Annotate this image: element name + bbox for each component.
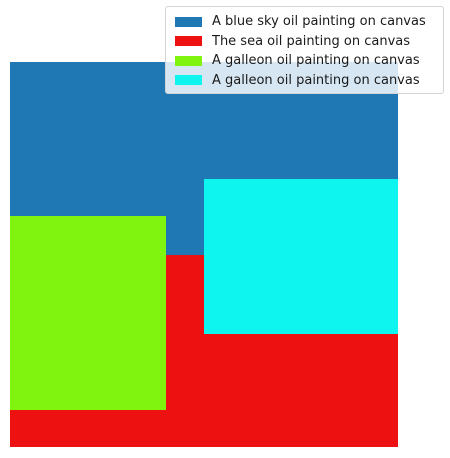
legend-item-sky: A blue sky oil painting on canvas — [175, 12, 435, 32]
legend-item-sea: The sea oil painting on canvas — [175, 32, 435, 52]
legend-swatch — [175, 75, 202, 86]
legend-swatch — [175, 16, 202, 27]
legend-label: A galleon oil painting on canvas — [212, 72, 420, 88]
galleon-region-left — [10, 216, 166, 410]
galleon-region-right — [204, 179, 398, 334]
legend-label: The sea oil painting on canvas — [212, 33, 411, 49]
legend-swatch — [175, 55, 202, 66]
legend-swatch — [175, 36, 202, 47]
legend: A blue sky oil painting on canvas The se… — [165, 6, 444, 94]
legend-label: A blue sky oil painting on canvas — [212, 14, 426, 30]
legend-item-galleon: A galleon oil painting on canvas — [175, 71, 435, 91]
legend-item-galleon: A galleon oil painting on canvas — [175, 51, 435, 71]
legend-label: A galleon oil painting on canvas — [212, 53, 420, 69]
